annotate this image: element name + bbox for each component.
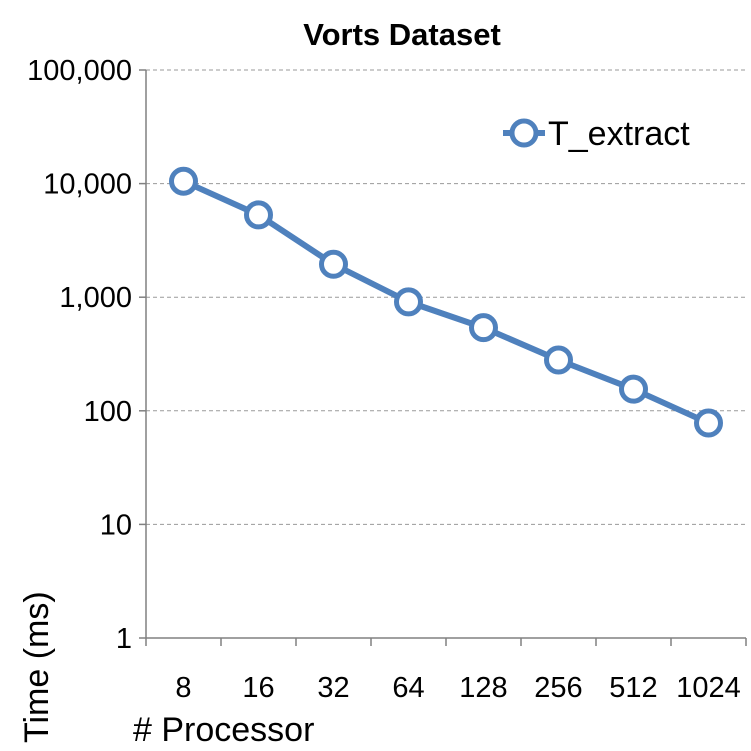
x-tick-label-32: 32: [317, 672, 349, 704]
x-tick-label-128: 128: [459, 672, 507, 704]
x-tick-label-1024: 1024: [676, 672, 741, 704]
chart-title: Vorts Dataset: [303, 17, 501, 52]
data-point-8: [169, 166, 198, 196]
data-point-64: [394, 287, 423, 317]
x-tick-label-8: 8: [175, 672, 191, 704]
axes: [139, 69, 747, 646]
y-tick-label-10000: 10,000: [43, 169, 132, 201]
legend-marker: [509, 118, 539, 148]
data-point-128: [469, 313, 498, 343]
legend: T_extract: [503, 115, 690, 153]
y-axis-title: Time (ms): [18, 591, 56, 743]
data-point-16: [244, 200, 273, 230]
x-tick-label-64: 64: [392, 672, 424, 704]
legend-label-t-extract: T_extract: [548, 115, 690, 153]
x-tick-label-256: 256: [534, 672, 582, 704]
data-point-1024: [694, 408, 723, 438]
x-axis-title: # Processor: [133, 711, 314, 749]
y-tick-label-10: 10: [100, 509, 132, 541]
data-point-32: [319, 249, 348, 279]
y-tick-label-100: 100: [84, 396, 132, 428]
y-tick-label-1: 1: [116, 623, 132, 655]
y-tick-label-1000: 1,000: [59, 282, 132, 314]
data-point-512: [619, 374, 648, 404]
grid-lines: [146, 69, 746, 525]
x-tick-labels: 8 16 32 64 128 256 512 1024: [175, 672, 740, 704]
y-tick-label-100000: 100,000: [27, 55, 132, 87]
data-point-256: [544, 345, 573, 375]
x-tick-label-512: 512: [609, 672, 657, 704]
x-tick-label-16: 16: [242, 672, 274, 704]
y-tick-labels: 1 10 100 1,000 10,000 100,000: [27, 55, 132, 655]
series-layer: [169, 166, 723, 438]
